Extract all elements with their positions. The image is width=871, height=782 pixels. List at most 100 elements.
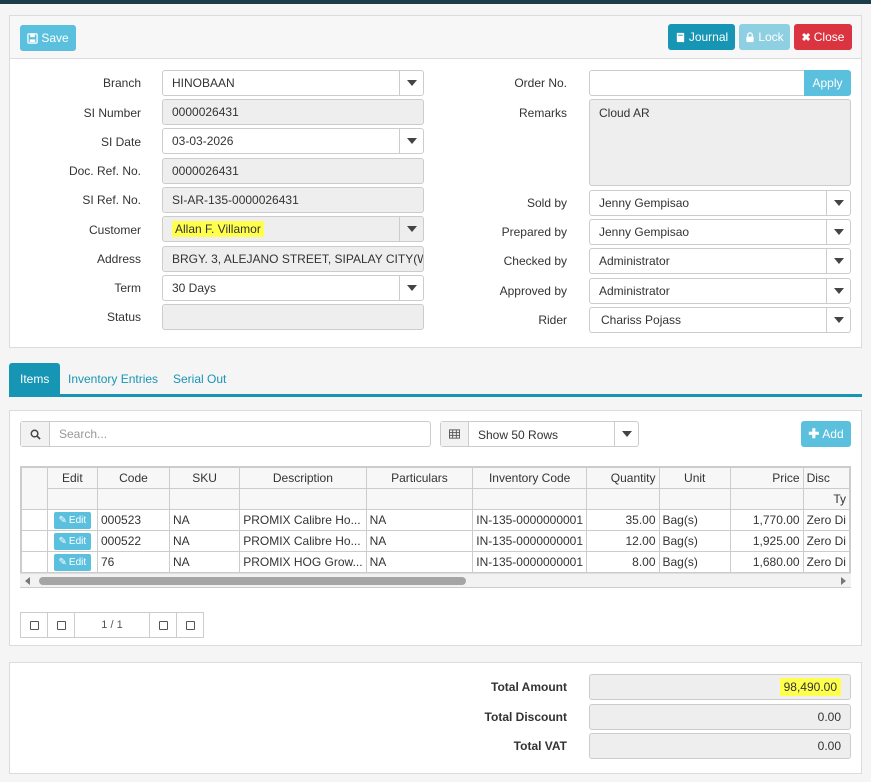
status-label: Status — [106, 310, 141, 324]
order-no-input[interactable] — [589, 70, 805, 96]
inventory-code-cell: IN-135-0000000001 — [472, 509, 588, 531]
column-header-inventory-code[interactable]: Inventory Code — [472, 467, 588, 489]
total-amount-value: 98,490.00 — [779, 678, 841, 696]
search-icon — [21, 422, 50, 446]
scroll-left-icon[interactable] — [25, 577, 30, 585]
edit-row-button[interactable]: ✎ Edit — [53, 553, 92, 571]
journal-button[interactable]: Journal — [668, 24, 735, 50]
price-cell: 1,770.00 — [729, 509, 804, 531]
prepared-by-select[interactable]: Jenny Gempisao — [589, 219, 851, 245]
row-select-cell[interactable] — [21, 530, 48, 552]
table-row[interactable]: ✎ Edit 000522 NA PROMIX Calibre Ho... NA … — [21, 530, 850, 552]
checked-by-select[interactable]: Administrator — [589, 248, 851, 274]
customer-label: Customer — [88, 223, 141, 237]
status-field[interactable] — [162, 304, 424, 330]
sku-cell: NA — [168, 530, 241, 552]
column-header-quantity[interactable]: Quantity — [586, 467, 660, 489]
term-value: 30 Days — [172, 281, 217, 295]
items-grid: Edit Code SKU Description Particulars In… — [20, 466, 851, 588]
si-date-value: 03-03-2026 — [172, 134, 234, 148]
sub-header-cell — [729, 488, 804, 510]
edit-row-button[interactable]: ✎ Edit — [53, 511, 92, 529]
prev-page-button[interactable] — [47, 612, 75, 638]
next-page-button[interactable] — [149, 612, 177, 638]
total-discount-field: 0.00 — [589, 704, 851, 730]
column-header-particulars[interactable]: Particulars — [365, 467, 474, 489]
checked-by-label: Checked by — [503, 254, 567, 268]
apply-button[interactable]: Apply — [804, 70, 851, 96]
search-input[interactable] — [51, 422, 429, 446]
customer-select[interactable]: Allan F. Villamor — [162, 216, 424, 242]
table-row[interactable]: ✎ Edit 000523 NA PROMIX Calibre Ho... NA … — [21, 509, 850, 531]
prepared-by-label: Prepared by — [501, 225, 567, 239]
sub-header-cell — [658, 488, 731, 510]
chevron-down-icon — [399, 217, 423, 241]
quantity-cell: 12.00 — [586, 530, 660, 552]
column-header-code[interactable]: Code — [97, 467, 170, 489]
si-ref-field[interactable]: SI-AR-135-0000026431 — [162, 187, 424, 213]
total-vat-field: 0.00 — [589, 733, 851, 759]
lock-button[interactable]: Lock — [739, 24, 790, 50]
column-header-discount[interactable]: Disc — [802, 467, 850, 489]
discount-cell: Zero Di — [802, 551, 850, 573]
rider-value: Chariss Pojass — [601, 313, 682, 327]
sub-header-cell — [97, 488, 170, 510]
pagination: 1 / 1 — [20, 612, 204, 638]
si-date-picker[interactable]: 03-03-2026 — [162, 128, 424, 154]
description-cell: PROMIX Calibre Ho... — [239, 509, 367, 531]
column-header-description[interactable]: Description — [239, 467, 367, 489]
row-select-cell[interactable] — [21, 551, 48, 573]
add-item-button[interactable]: ✚ Add — [801, 421, 851, 447]
unit-cell: Bag(s) — [658, 509, 731, 531]
last-page-icon — [185, 620, 195, 630]
discount-cell: Zero Di — [802, 509, 850, 531]
approved-by-select[interactable]: Administrator — [589, 278, 851, 304]
last-page-button[interactable] — [176, 612, 204, 638]
column-header-unit[interactable]: Unit — [658, 467, 731, 489]
approved-by-label: Approved by — [499, 284, 567, 298]
prev-page-icon — [56, 620, 66, 630]
sub-header-cell — [365, 488, 474, 510]
scroll-right-icon[interactable] — [841, 577, 846, 585]
doc-ref-field[interactable]: 0000026431 — [162, 158, 424, 184]
remarks-textarea[interactable]: Cloud AR — [589, 99, 851, 186]
sold-by-value: Jenny Gempisao — [599, 196, 690, 210]
si-number-label: SI Number — [83, 106, 141, 120]
close-button[interactable]: ✖ Close — [794, 24, 852, 50]
term-label: Term — [114, 281, 141, 295]
edit-row-button[interactable]: ✎ Edit — [53, 532, 92, 550]
column-header-price[interactable]: Price — [729, 467, 804, 489]
search-box — [20, 421, 431, 447]
address-field[interactable]: BRGY. 3, ALEJANO STREET, SIPALAY CITY(WI… — [162, 246, 424, 272]
particulars-cell: NA — [365, 509, 474, 531]
code-cell: 000523 — [97, 509, 170, 531]
first-page-button[interactable] — [20, 612, 48, 638]
prepared-by-value: Jenny Gempisao — [599, 225, 690, 239]
doc-ref-label: Doc. Ref. No. — [68, 164, 141, 178]
tab-serial-out[interactable]: Serial Out — [173, 371, 227, 386]
rows-per-page-select[interactable]: Show 50 Rows — [440, 421, 639, 447]
term-select[interactable]: 30 Days — [162, 275, 424, 301]
tab-items[interactable]: Items — [9, 363, 61, 394]
branch-select[interactable]: HINOBAAN — [162, 70, 424, 96]
chevron-down-icon — [399, 129, 423, 153]
rider-select[interactable]: Chariss Pojass — [589, 307, 851, 333]
si-number-field[interactable]: 0000026431 — [162, 99, 424, 125]
chevron-down-icon — [826, 220, 850, 244]
column-header-sku[interactable]: SKU — [168, 467, 241, 489]
tab-inventory-entries[interactable]: Inventory Entries — [68, 371, 159, 386]
table-row[interactable]: ✎ Edit 76 NA PROMIX HOG Grow... NA IN-135… — [21, 551, 850, 573]
price-cell: 1,925.00 — [729, 530, 804, 552]
si-date-label: SI Date — [100, 135, 141, 149]
scrollbar-thumb[interactable] — [39, 577, 466, 585]
save-button[interactable]: Save — [20, 25, 76, 51]
edit-label: Edit — [68, 514, 87, 526]
si-number-value: 0000026431 — [172, 105, 239, 119]
sold-by-select[interactable]: Jenny Gempisao — [589, 190, 851, 216]
column-header-discount-type[interactable]: Ty — [802, 488, 850, 510]
horizontal-scrollbar[interactable] — [20, 573, 851, 587]
column-header-edit[interactable]: Edit — [46, 467, 99, 489]
row-select-cell[interactable] — [21, 509, 48, 531]
edit-icon: ✎ — [58, 535, 67, 547]
sub-header-cell — [239, 488, 367, 510]
